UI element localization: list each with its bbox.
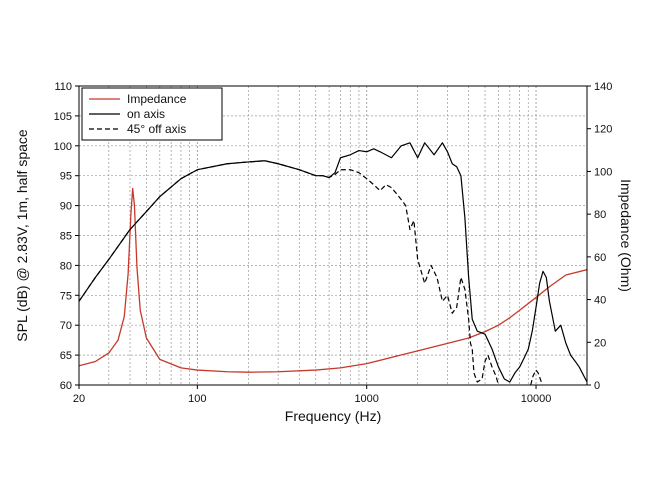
y-axis-left-title: SPL (dB) @ 2.83V, 1m, half space bbox=[14, 129, 30, 342]
legend-label-impedance: Impedance bbox=[127, 92, 187, 106]
y-right-tick-label: 60 bbox=[594, 252, 606, 264]
y-left-tick-label: 90 bbox=[60, 201, 72, 213]
y-left-tick-label: 110 bbox=[54, 81, 72, 93]
y-right-tick-label: 80 bbox=[594, 209, 606, 221]
y-right-tick-label: 120 bbox=[594, 124, 612, 136]
legend-label-on-axis: on axis bbox=[127, 107, 165, 121]
y-left-tick-label: 75 bbox=[60, 290, 72, 302]
x-axis-title: Frequency (Hz) bbox=[285, 408, 381, 424]
series-45-off-axis bbox=[79, 160, 500, 385]
x-tick-label: 1000 bbox=[354, 393, 378, 405]
y-left-tick-label: 85 bbox=[60, 231, 72, 243]
legend-label-off-axis: 45° off axis bbox=[127, 122, 186, 136]
series-impedance bbox=[79, 187, 587, 373]
y-left-tick-label: 60 bbox=[60, 380, 72, 392]
y-left-tick-label: 95 bbox=[60, 171, 72, 183]
y-axis-right-title: Impedance (Ohm) bbox=[618, 179, 634, 292]
y-right-tick-label: 140 bbox=[594, 81, 612, 93]
y-left-tick-label: 70 bbox=[60, 320, 72, 332]
axis-ticks bbox=[75, 85, 591, 389]
y-left-tick-label: 80 bbox=[60, 260, 72, 272]
x-tick-label: 20 bbox=[73, 393, 85, 405]
x-tick-label: 10000 bbox=[521, 393, 552, 405]
y-left-tick-label: 65 bbox=[60, 350, 72, 362]
y-left-tick-label: 105 bbox=[54, 111, 72, 123]
series-45-off-axis bbox=[530, 369, 543, 385]
data-series bbox=[79, 142, 587, 385]
legend: Impedance on axis 45° off axis bbox=[81, 87, 223, 141]
y-right-tick-label: 0 bbox=[594, 380, 600, 392]
x-tick-label: 100 bbox=[188, 393, 206, 405]
y-left-tick-label: 100 bbox=[54, 141, 72, 153]
y-right-tick-label: 40 bbox=[594, 295, 606, 307]
tick-labels: 60 65 70 75 80 85 90 95 100 105 110 0 20 40 60 80 100 120… bbox=[54, 81, 613, 405]
y-right-tick-label: 100 bbox=[594, 166, 612, 178]
series-on-axis bbox=[79, 142, 587, 383]
y-right-tick-label: 20 bbox=[594, 337, 606, 349]
